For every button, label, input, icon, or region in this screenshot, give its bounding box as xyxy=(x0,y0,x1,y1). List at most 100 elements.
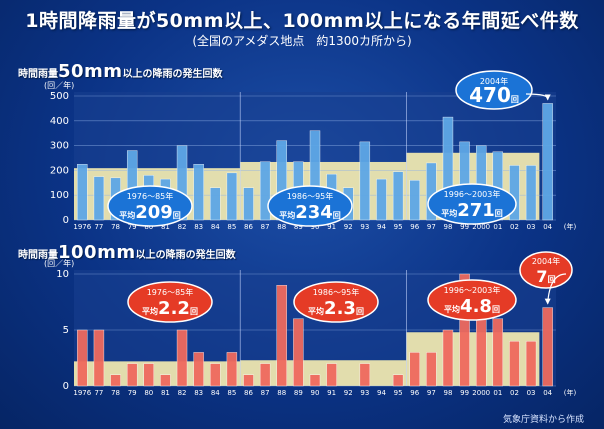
y-tick-label: 100 xyxy=(50,190,69,201)
bubble-average-unit: 回 xyxy=(356,307,364,316)
bar xyxy=(193,352,204,387)
x-tick-label: 01 xyxy=(493,223,502,231)
bar xyxy=(326,363,337,387)
x-tick-label: 02 xyxy=(510,389,519,397)
bar xyxy=(226,352,238,387)
bar xyxy=(525,165,537,221)
x-tick-label: 79 xyxy=(128,389,137,397)
main-title: 1時間降雨量が50mm以上、100mm以上になる年間延べ件数 xyxy=(25,10,579,32)
y-axis-label: (回／年) xyxy=(44,80,74,90)
x-tick-label: 84 xyxy=(211,389,220,397)
bar xyxy=(409,180,420,221)
x-tick-label: 83 xyxy=(194,389,203,397)
x-tick-label: 96 xyxy=(410,223,419,231)
chart2-title: 時間雨量100mm以上の降雨の発生回数 xyxy=(18,242,236,263)
x-tick-label: 80 xyxy=(144,223,153,231)
x-tick-label: 99 xyxy=(460,223,469,231)
x-tick-label: 95 xyxy=(394,223,403,231)
x-tick-label: 82 xyxy=(178,223,187,231)
bar xyxy=(210,187,221,221)
x-tick-label: 82 xyxy=(178,389,187,397)
x-tick-label: 81 xyxy=(161,223,170,231)
x-tick-label: 99 xyxy=(460,389,469,397)
y-tick-label: 400 xyxy=(50,116,69,127)
x-tick-label: 81 xyxy=(161,389,170,397)
bar xyxy=(93,329,105,387)
x-tick-label: 85 xyxy=(227,389,236,397)
bubble-average-unit: 回 xyxy=(173,211,181,220)
x-tick-label: 88 xyxy=(277,223,286,231)
x-axis-unit: (年) xyxy=(564,222,577,231)
bubble-period-label: 1986～95年 xyxy=(313,287,360,297)
bar xyxy=(525,341,537,387)
highlight-number: 470 xyxy=(469,83,511,107)
bar xyxy=(160,374,171,387)
x-tick-label: 97 xyxy=(427,389,436,397)
x-tick-label: 83 xyxy=(194,223,203,231)
bar xyxy=(309,374,321,387)
chart1-title-prefix: 時間雨量 xyxy=(18,69,58,80)
x-tick-label: 91 xyxy=(327,223,336,231)
bar xyxy=(376,178,387,221)
bar xyxy=(210,363,221,387)
bubble-period-label: 1986～95年 xyxy=(287,191,334,201)
highlight-value: 470回 xyxy=(469,83,519,107)
x-tick-label: 90 xyxy=(311,223,320,231)
bar xyxy=(459,273,470,387)
bubble-average-value: 4.8 xyxy=(460,296,492,317)
bar xyxy=(176,329,188,387)
x-tick-label: 98 xyxy=(444,223,453,231)
bubble-shape xyxy=(427,279,517,321)
source-note: 気象庁資料から作成 xyxy=(502,415,584,425)
highlight-shape xyxy=(455,70,533,110)
arrow-head xyxy=(544,298,551,305)
bubble-period-label: 1996～2003年 xyxy=(444,285,501,295)
bar xyxy=(93,176,105,221)
chart1-title: 時間雨量50mm以上の降雨の発生回数 xyxy=(18,61,223,82)
x-tick-label: 2000 xyxy=(472,389,490,397)
x-tick-label: 80 xyxy=(144,389,153,397)
y-tick-label: 500 xyxy=(50,91,69,102)
x-tick-label: 92 xyxy=(344,223,353,231)
bubble-average-unit: 回 xyxy=(190,307,198,316)
chart2-title-big: 100mm xyxy=(58,242,136,263)
bubble-average-value: 2.2 xyxy=(158,298,190,319)
x-tick-label: 78 xyxy=(111,389,120,397)
bar xyxy=(542,307,553,387)
x-tick-label: 93 xyxy=(360,223,369,231)
bar xyxy=(226,172,238,221)
bubble-average-prefix: 平均 xyxy=(441,208,457,218)
x-tick-label: 1976 xyxy=(73,389,91,397)
bar xyxy=(409,352,420,387)
chart-1: 0 100 200 300 400 500 1976 77 78 79 80 81 82 83 84 85 86… xyxy=(44,70,577,231)
highlight-number: 7 xyxy=(536,267,547,286)
x-tick-label: 87 xyxy=(261,389,270,397)
x-tick-label: 94 xyxy=(377,389,386,397)
highlight-unit: 回 xyxy=(548,275,556,284)
bubble-average-value: 234 xyxy=(295,202,333,223)
y-tick-label: 300 xyxy=(50,141,69,152)
bubble-period-label: 1996～2003年 xyxy=(444,189,501,199)
x-tick-label: 77 xyxy=(94,389,103,397)
x-tick-label: 89 xyxy=(294,223,303,231)
bar xyxy=(193,163,204,221)
chart1-title-suffix: 以上の降雨の発生回数 xyxy=(122,69,223,80)
main-subtitle: (全国のアメダス地点 約1300カ所から) xyxy=(192,34,412,48)
bar xyxy=(77,329,88,387)
bubble-average-value: 209 xyxy=(135,202,173,223)
chart-2: 0 5 10 1976 77 78 79 80 81 82 83 84 85 86 87 88 89 90 91 92… xyxy=(44,251,577,397)
highlight-value: 7回 xyxy=(536,267,555,286)
bubble-average-unit: 回 xyxy=(495,209,503,218)
bar xyxy=(276,285,287,387)
bubble-average-value: 271 xyxy=(457,200,495,221)
bar xyxy=(126,363,138,387)
chart2-title-suffix: 以上の降雨の発生回数 xyxy=(135,250,236,261)
x-tick-label: 96 xyxy=(410,389,419,397)
x-axis-unit: (年) xyxy=(564,388,577,397)
bar xyxy=(359,141,371,221)
